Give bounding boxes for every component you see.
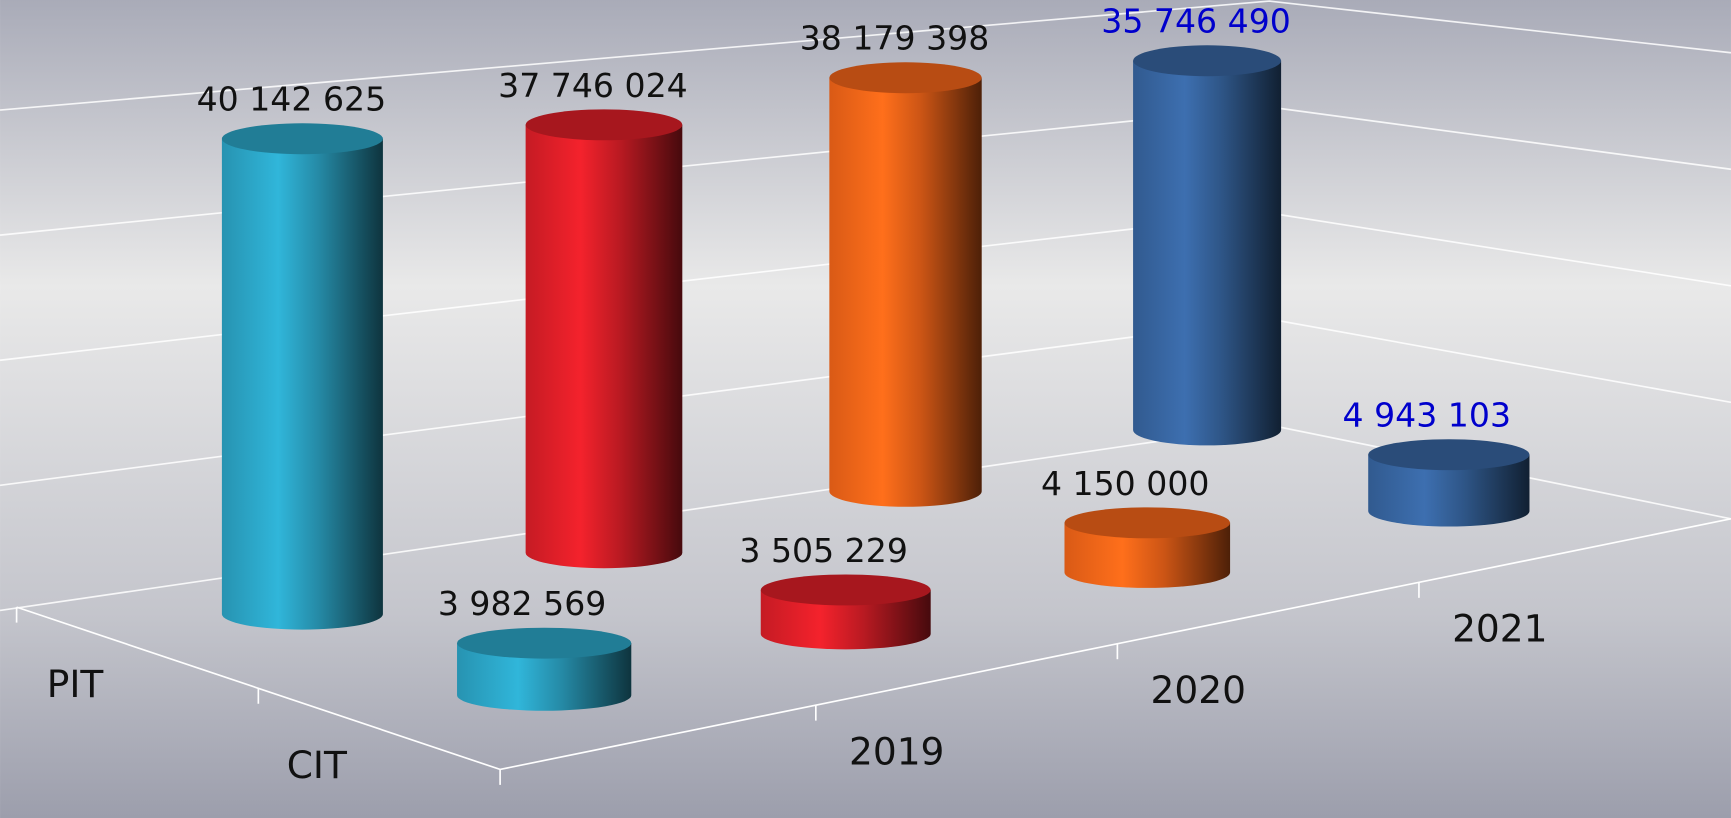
cylinder xyxy=(525,109,683,569)
grid-line xyxy=(0,0,1731,111)
cylinder-top xyxy=(1133,45,1282,77)
cylinder-top xyxy=(1368,439,1530,471)
cylinder-body xyxy=(1064,522,1231,588)
value-label: 35 746 490 xyxy=(1101,2,1291,41)
cylinder xyxy=(1133,45,1282,446)
cylinder-top xyxy=(1064,507,1231,539)
cylinder-top xyxy=(457,627,632,659)
cylinder xyxy=(760,574,931,650)
value-label: 3 982 569 xyxy=(438,584,607,623)
value-label: 4 150 000 xyxy=(1041,464,1210,503)
x-tick-label: 2019 xyxy=(849,729,944,773)
cylinder xyxy=(457,627,632,711)
cylinder xyxy=(221,123,383,630)
cylinder-top xyxy=(525,109,683,141)
value-label: 38 179 398 xyxy=(800,19,990,58)
cylinder-body xyxy=(760,589,931,650)
cylinder-body xyxy=(457,643,632,711)
cylinder-body xyxy=(1133,60,1282,446)
cylinder xyxy=(1064,507,1231,588)
value-label: 3 505 229 xyxy=(739,531,908,570)
series-label: PIT xyxy=(47,662,105,706)
cylinder-body xyxy=(829,77,982,507)
cylinder-body xyxy=(1368,454,1530,527)
x-tick-label: 2021 xyxy=(1452,607,1547,651)
value-label: 4 943 103 xyxy=(1343,396,1512,435)
x-tick-label: 2020 xyxy=(1151,668,1246,712)
series-label: CIT xyxy=(287,743,348,787)
value-label: 40 142 625 xyxy=(197,80,387,119)
cylinder-top xyxy=(760,574,931,606)
cylinder-body xyxy=(221,138,383,630)
cylinder xyxy=(829,62,982,507)
value-label: 37 746 024 xyxy=(498,66,688,105)
cylinder-top xyxy=(221,123,383,155)
cylinder xyxy=(1368,439,1530,527)
cylinder-top xyxy=(829,62,982,94)
cylinder-body xyxy=(525,124,683,569)
